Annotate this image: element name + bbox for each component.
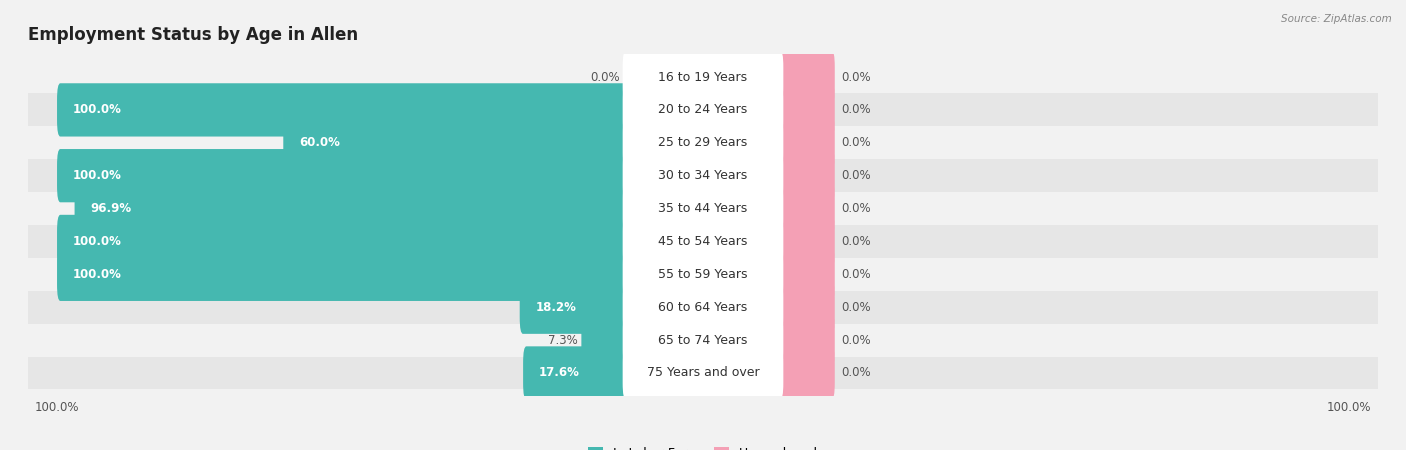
- FancyBboxPatch shape: [623, 149, 783, 202]
- FancyBboxPatch shape: [75, 182, 628, 235]
- FancyBboxPatch shape: [623, 116, 783, 169]
- Text: Employment Status by Age in Allen: Employment Status by Age in Allen: [28, 26, 359, 44]
- Text: 100.0%: 100.0%: [73, 268, 122, 281]
- FancyBboxPatch shape: [623, 346, 783, 400]
- FancyBboxPatch shape: [778, 149, 835, 202]
- FancyBboxPatch shape: [778, 83, 835, 136]
- Bar: [28, 291, 1378, 324]
- Text: 0.0%: 0.0%: [841, 202, 870, 215]
- Text: 75 Years and over: 75 Years and over: [647, 366, 759, 379]
- Text: 60.0%: 60.0%: [299, 136, 340, 149]
- Text: 100.0%: 100.0%: [35, 401, 79, 414]
- Bar: [28, 126, 1378, 159]
- FancyBboxPatch shape: [623, 182, 783, 235]
- Bar: [28, 61, 1378, 94]
- FancyBboxPatch shape: [778, 215, 835, 268]
- Bar: [28, 94, 1378, 126]
- Text: 0.0%: 0.0%: [841, 235, 870, 248]
- FancyBboxPatch shape: [623, 248, 783, 301]
- Text: 0.0%: 0.0%: [841, 268, 870, 281]
- Text: 30 to 34 Years: 30 to 34 Years: [658, 169, 748, 182]
- Text: 20 to 24 Years: 20 to 24 Years: [658, 104, 748, 117]
- Bar: [28, 324, 1378, 356]
- Text: 0.0%: 0.0%: [841, 71, 870, 84]
- Bar: [28, 225, 1378, 258]
- Text: 60 to 64 Years: 60 to 64 Years: [658, 301, 748, 314]
- FancyBboxPatch shape: [58, 248, 628, 301]
- Text: 96.9%: 96.9%: [90, 202, 132, 215]
- FancyBboxPatch shape: [778, 116, 835, 169]
- Text: Source: ZipAtlas.com: Source: ZipAtlas.com: [1281, 14, 1392, 23]
- Text: 0.0%: 0.0%: [841, 169, 870, 182]
- Text: 0.0%: 0.0%: [841, 366, 870, 379]
- Text: 16 to 19 Years: 16 to 19 Years: [658, 71, 748, 84]
- Text: 35 to 44 Years: 35 to 44 Years: [658, 202, 748, 215]
- FancyBboxPatch shape: [778, 248, 835, 301]
- FancyBboxPatch shape: [778, 281, 835, 334]
- Text: 25 to 29 Years: 25 to 29 Years: [658, 136, 748, 149]
- FancyBboxPatch shape: [623, 215, 783, 268]
- FancyBboxPatch shape: [283, 116, 628, 169]
- FancyBboxPatch shape: [523, 346, 628, 400]
- FancyBboxPatch shape: [58, 83, 628, 136]
- Text: 65 to 74 Years: 65 to 74 Years: [658, 333, 748, 346]
- Text: 100.0%: 100.0%: [1327, 401, 1371, 414]
- Text: 0.0%: 0.0%: [841, 136, 870, 149]
- FancyBboxPatch shape: [623, 281, 783, 334]
- Text: 100.0%: 100.0%: [73, 235, 122, 248]
- FancyBboxPatch shape: [778, 314, 835, 367]
- Bar: [28, 159, 1378, 192]
- FancyBboxPatch shape: [623, 83, 783, 136]
- FancyBboxPatch shape: [581, 314, 628, 367]
- Text: 100.0%: 100.0%: [73, 104, 122, 117]
- Text: 0.0%: 0.0%: [841, 104, 870, 117]
- Text: 45 to 54 Years: 45 to 54 Years: [658, 235, 748, 248]
- Legend: In Labor Force, Unemployed: In Labor Force, Unemployed: [583, 442, 823, 450]
- Text: 0.0%: 0.0%: [841, 333, 870, 346]
- Text: 100.0%: 100.0%: [73, 169, 122, 182]
- Text: 0.0%: 0.0%: [841, 301, 870, 314]
- Text: 17.6%: 17.6%: [538, 366, 581, 379]
- Bar: [28, 356, 1378, 389]
- Text: 7.3%: 7.3%: [548, 333, 578, 346]
- Bar: [28, 258, 1378, 291]
- Bar: [28, 192, 1378, 225]
- FancyBboxPatch shape: [623, 314, 783, 367]
- FancyBboxPatch shape: [778, 346, 835, 400]
- Text: 18.2%: 18.2%: [536, 301, 576, 314]
- FancyBboxPatch shape: [778, 50, 835, 104]
- Text: 55 to 59 Years: 55 to 59 Years: [658, 268, 748, 281]
- FancyBboxPatch shape: [778, 182, 835, 235]
- FancyBboxPatch shape: [520, 281, 628, 334]
- FancyBboxPatch shape: [58, 215, 628, 268]
- FancyBboxPatch shape: [623, 50, 783, 104]
- Text: 0.0%: 0.0%: [591, 71, 620, 84]
- FancyBboxPatch shape: [58, 149, 628, 202]
